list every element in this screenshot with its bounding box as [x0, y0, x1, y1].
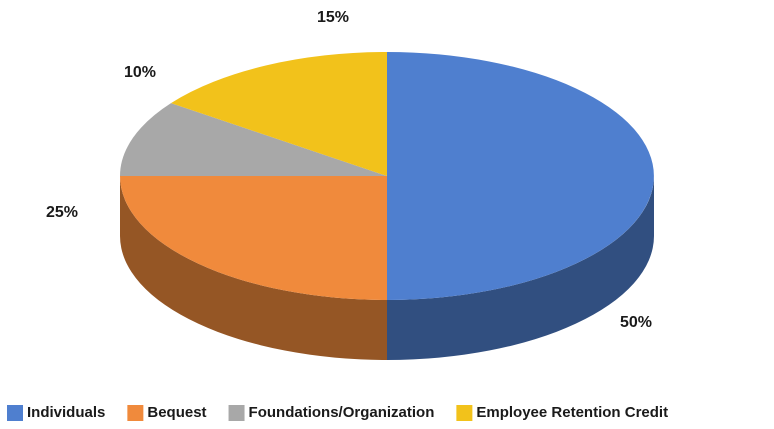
data-label: 10% — [124, 64, 156, 81]
slice — [120, 103, 387, 176]
legend-swatch — [228, 405, 245, 421]
legend-label: Bequest — [147, 404, 206, 421]
slice — [387, 52, 654, 300]
slice-side — [387, 176, 654, 360]
data-label: 50% — [620, 314, 652, 331]
data-label: 25% — [46, 204, 78, 221]
legend-swatch — [456, 405, 473, 421]
legend-swatch — [7, 405, 23, 421]
legend-label: Employee Retention Credit — [476, 404, 668, 421]
legend-label: Foundations/Organization — [249, 404, 435, 421]
legend-label: Individuals — [27, 404, 105, 421]
legend-swatch — [127, 405, 144, 421]
slice — [170, 52, 387, 176]
slice-side — [120, 176, 387, 360]
slice — [120, 176, 387, 300]
data-label: 15% — [317, 9, 349, 26]
